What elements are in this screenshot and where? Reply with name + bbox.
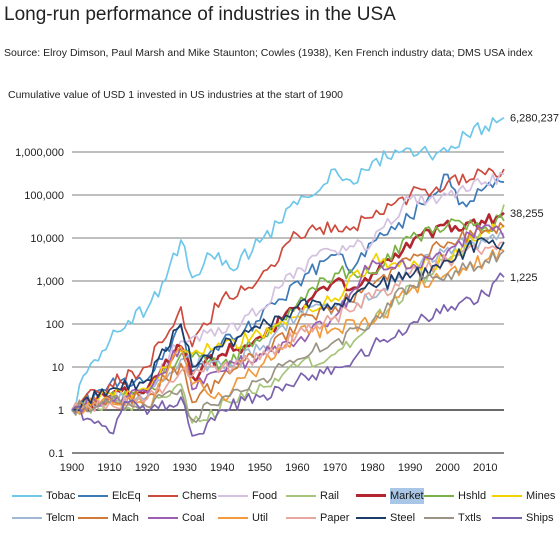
legend-swatch: [424, 517, 454, 519]
legend-swatch: [286, 517, 316, 519]
end-labels: 6,280,237 38,255 1,225: [510, 113, 559, 285]
legend-swatch: [148, 495, 178, 497]
y-tick-label: 1: [58, 405, 64, 417]
x-tick-label: 1960: [285, 462, 309, 474]
legend-swatch: [218, 495, 248, 497]
legend-swatch: [78, 495, 108, 497]
legend-label: Util: [252, 512, 268, 524]
x-tick-label: 1910: [97, 462, 121, 474]
series-line-telcm: [71, 231, 505, 411]
series-line-paper: [71, 241, 505, 412]
legend-label: ElcEq: [112, 490, 141, 502]
legend-label: Mach: [112, 512, 139, 524]
legend-label: Paper: [320, 512, 350, 524]
legend-swatch: [218, 517, 248, 519]
series-line-elceq: [71, 173, 505, 411]
x-tick-label: 1990: [398, 462, 422, 474]
legend-swatch: [424, 495, 454, 497]
x-tick-label: 1940: [210, 462, 234, 474]
legend-label: Mines: [526, 490, 556, 502]
y-tick-label: 0.1: [49, 448, 64, 460]
x-tick-label: 1920: [135, 462, 159, 474]
legend-swatch: [12, 517, 42, 519]
legend-row-2: Telcm Mach Coal Util Paper Steel Txtls Ships: [0, 510, 560, 526]
axes: 1,000,000 100,000 10,000 1,000 100 10 1 0.1 1900…: [15, 147, 504, 474]
x-tick-label: 1900: [60, 462, 84, 474]
y-tick-label: 100,000: [24, 190, 64, 202]
x-tick-label: 1930: [172, 462, 196, 474]
legend-label: Txtls: [458, 512, 482, 524]
series-line-ships: [71, 272, 505, 437]
legend-label: Telcm: [46, 512, 75, 524]
end-label-market: 38,255: [510, 208, 544, 220]
series-lines: [71, 116, 505, 437]
legend-label: Rail: [320, 490, 339, 502]
y-tick-label: 10,000: [30, 233, 64, 245]
end-label-ships: 1,225: [510, 272, 538, 284]
legend-swatch: [78, 517, 108, 519]
legend-swatch: [286, 495, 316, 497]
legend-swatch: [492, 495, 522, 497]
y-tick-label: 1,000: [36, 276, 64, 288]
legend-label: Coal: [182, 512, 205, 524]
x-tick-label: 1980: [360, 462, 384, 474]
source-note: Source: Elroy Dimson, Paul Marsh and Mik…: [4, 47, 533, 59]
end-label-tobac: 6,280,237: [510, 113, 559, 125]
series-line-tobac: [71, 116, 505, 411]
y-tick-label: 1,000,000: [15, 147, 64, 159]
legend-label: Hshld: [458, 490, 487, 502]
chart-subtitle: Cumulative value of USD 1 invested in US…: [8, 89, 344, 101]
y-tick-label: 10: [52, 362, 64, 374]
legend-label: Food: [252, 490, 278, 502]
legend-row-1: Tobac ElcEq Chems Food Rail Market Hshld Mines: [0, 488, 560, 504]
x-tick-label: 2010: [473, 462, 497, 474]
legend-swatch: [356, 517, 386, 519]
legend-label: Tobac: [46, 490, 76, 502]
chart-title: Long-run performance of industries in th…: [4, 4, 396, 25]
series-line-market: [71, 211, 505, 413]
legend-swatch: [148, 517, 178, 519]
x-tick-label: 1950: [248, 462, 272, 474]
legend-swatch: [12, 495, 42, 497]
legend-label: Market: [390, 488, 424, 504]
legend-swatch: [492, 517, 522, 519]
x-tick-label: 2000: [435, 462, 459, 474]
legend-label: Steel: [390, 512, 416, 524]
series-line-steel: [71, 237, 505, 412]
series-line-txtls: [71, 250, 505, 424]
legend-label: Chems: [182, 490, 217, 502]
series-line-chems: [71, 167, 505, 411]
legend-swatch: [356, 494, 386, 497]
x-tick-label: 1970: [323, 462, 347, 474]
legend-label: Ships: [526, 512, 554, 524]
y-tick-label: 100: [46, 319, 64, 331]
